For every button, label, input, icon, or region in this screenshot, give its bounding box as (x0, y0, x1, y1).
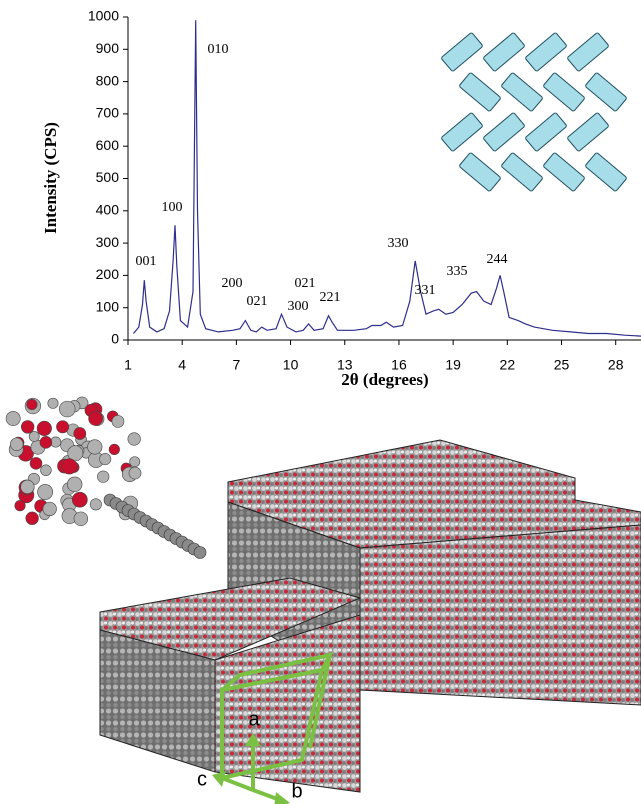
y-tick-label: 100 (96, 298, 120, 314)
peak-label: 244 (487, 252, 508, 267)
peak-label: 021 (295, 276, 316, 291)
peak-label: 001 (136, 254, 157, 269)
figure: Intensity (CPS) 2θ (degrees) a b c 01002… (0, 0, 641, 804)
y-tick-label: 200 (96, 266, 120, 282)
axis-b-label: b (291, 780, 302, 802)
inset-block (543, 72, 585, 112)
atom (38, 484, 53, 499)
atom (37, 421, 51, 435)
inset-block (567, 112, 609, 152)
inset-block (567, 32, 609, 72)
inset-block (483, 32, 525, 72)
axis-c-label: c (197, 768, 207, 790)
y-tick-label: 600 (96, 137, 120, 153)
atom (21, 421, 34, 434)
herringbone-inset (441, 32, 627, 192)
y-tick-label: 900 (96, 40, 120, 56)
y-tick-label: 700 (96, 105, 120, 121)
x-tick-label: 28 (608, 357, 624, 373)
inset-block (459, 152, 501, 192)
crystal-model (100, 440, 641, 792)
x-tick-label: 10 (283, 357, 299, 373)
atom (88, 440, 103, 455)
atom (74, 427, 86, 439)
x-tick-label: 19 (445, 357, 461, 373)
x-tick-label: 13 (337, 357, 353, 373)
atom (27, 399, 37, 409)
atom (72, 492, 87, 507)
inset-block (501, 72, 543, 112)
atom (109, 444, 120, 455)
inset-block (501, 152, 543, 192)
peak-label: 200 (222, 276, 243, 291)
y-tick-label: 300 (96, 234, 120, 250)
peak-label: 335 (447, 264, 468, 279)
x-tick-label: 7 (232, 357, 240, 373)
y-tick-label: 400 (96, 202, 120, 218)
y-tick-label: 800 (96, 72, 120, 88)
atom (112, 415, 124, 427)
peak-label: 331 (415, 283, 436, 298)
atom (89, 411, 103, 425)
inset-block (585, 72, 627, 112)
atom (59, 401, 75, 417)
peak-label: 010 (208, 42, 229, 57)
atom (40, 436, 52, 448)
atom (62, 459, 77, 474)
atom (21, 480, 35, 494)
x-axis-title: 2θ (degrees) (341, 370, 428, 389)
atom (10, 438, 23, 451)
atom (90, 499, 101, 510)
inset-block (441, 32, 483, 72)
atom (194, 547, 206, 559)
peak-label: 330 (388, 236, 409, 251)
atom (43, 502, 57, 516)
atom (130, 457, 140, 467)
inset-block (525, 32, 567, 72)
atom (56, 421, 68, 433)
x-tick-label: 16 (391, 357, 407, 373)
peak-label: 221 (320, 290, 341, 305)
peak-label: 100 (162, 200, 183, 215)
y-axis-title: Intensity (CPS) (41, 122, 60, 234)
y-tick-label: 0 (111, 331, 119, 347)
atom (29, 431, 39, 441)
atom (129, 467, 141, 479)
atom (97, 471, 109, 483)
atom (74, 512, 88, 526)
inset-block (459, 72, 501, 112)
inset-block (585, 152, 627, 192)
peak-label: 021 (247, 294, 268, 309)
atom (48, 398, 58, 408)
inset-block (441, 112, 483, 152)
x-tick-label: 25 (554, 357, 570, 373)
atom (100, 453, 111, 464)
atom (6, 411, 20, 425)
peak-label: 300 (288, 299, 309, 314)
atom (30, 457, 42, 469)
x-tick-label: 1 (124, 357, 132, 373)
molecule (6, 397, 206, 559)
inset-block (525, 112, 567, 152)
inset-block (543, 152, 585, 192)
x-tick-label: 4 (178, 357, 186, 373)
atom (128, 433, 141, 446)
inset-block (483, 112, 525, 152)
atom (15, 500, 25, 510)
y-tick-label: 500 (96, 169, 120, 185)
atom (67, 477, 82, 492)
axis-a-label: a (248, 708, 260, 730)
y-tick-label: 1000 (88, 8, 119, 24)
atom (26, 512, 39, 525)
atom (41, 465, 52, 476)
x-tick-label: 22 (500, 357, 516, 373)
